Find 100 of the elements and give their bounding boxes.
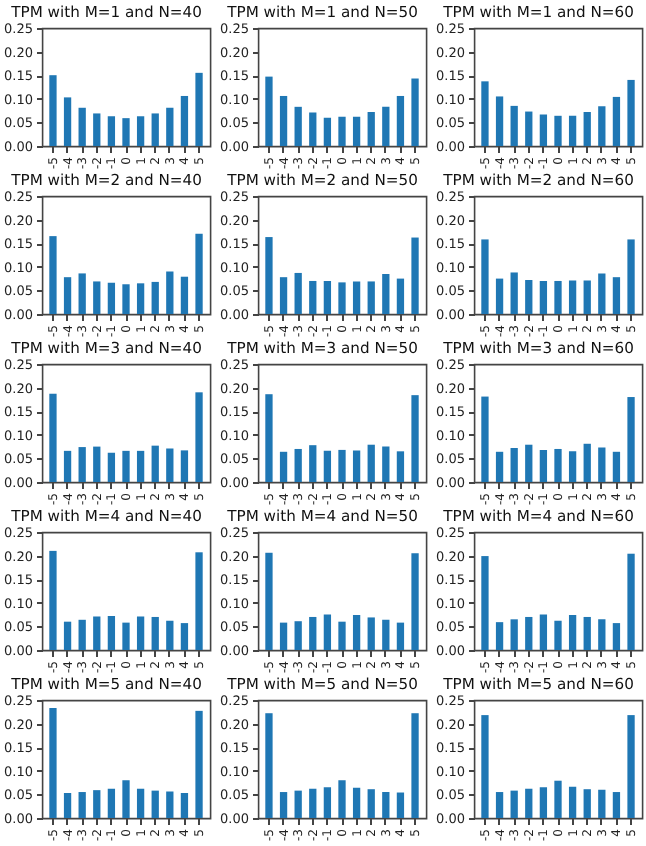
bar: [352, 615, 361, 650]
bar: [396, 278, 405, 314]
bar: [309, 280, 317, 314]
bar: [63, 792, 72, 818]
bar: [627, 397, 635, 482]
bar: [49, 236, 57, 314]
bar: [568, 115, 577, 146]
bar: [151, 616, 159, 650]
bar: [382, 619, 390, 650]
bar: [309, 112, 317, 146]
bar: [338, 621, 346, 650]
bar: [367, 112, 375, 146]
bar: [166, 107, 174, 146]
bar: [598, 106, 606, 146]
bar: [352, 787, 361, 818]
bar: [554, 280, 562, 314]
bar: [136, 788, 145, 818]
bar: [265, 76, 273, 146]
bar: [495, 451, 504, 482]
bar: [627, 239, 635, 314]
bar: [627, 553, 635, 650]
bar: [195, 710, 203, 818]
bar: [166, 791, 174, 818]
bar: [583, 112, 591, 146]
bar: [612, 96, 621, 146]
bar: [411, 78, 419, 146]
bar: [279, 622, 288, 650]
bar: [294, 106, 302, 146]
bar: [195, 552, 203, 650]
bar: [151, 113, 159, 146]
bar: [279, 792, 288, 818]
bar: [583, 443, 591, 482]
bar: [49, 550, 57, 650]
bar: [180, 95, 189, 146]
bar: [166, 448, 174, 482]
bar: [583, 616, 591, 650]
bar: [382, 273, 390, 314]
bar: [309, 616, 317, 650]
bar: [352, 281, 361, 314]
bar: [195, 392, 203, 482]
bar: [510, 105, 518, 146]
bar: [180, 623, 189, 650]
bar: [612, 277, 621, 314]
bar: [525, 616, 533, 650]
bar: [78, 619, 86, 650]
bar: [323, 450, 332, 482]
bar: [107, 282, 116, 314]
bar: [294, 272, 302, 314]
bar: [539, 449, 548, 482]
bar: [136, 283, 145, 314]
bar: [49, 393, 57, 482]
bar: [495, 96, 504, 146]
bar: [63, 450, 72, 482]
bar: [63, 277, 72, 314]
bar: [382, 446, 390, 482]
bar: [294, 790, 302, 818]
bar: [279, 277, 288, 314]
bar: [583, 280, 591, 314]
bar: [122, 622, 130, 650]
bar: [539, 614, 548, 650]
bar: [554, 780, 562, 818]
bar: [612, 451, 621, 482]
bar: [323, 280, 332, 314]
bar: [338, 780, 346, 818]
bar: [107, 452, 116, 482]
bar: [495, 792, 504, 818]
bar: [136, 116, 145, 146]
bar: [382, 792, 390, 818]
bar: [367, 617, 375, 650]
bar: [525, 111, 533, 146]
bar: [367, 281, 375, 314]
bar: [195, 233, 203, 314]
bar: [568, 451, 577, 482]
bar: [481, 556, 489, 650]
bar: [382, 106, 390, 146]
bar: [338, 282, 346, 314]
bar: [525, 444, 533, 482]
bar: [265, 237, 273, 314]
bar: [323, 787, 332, 818]
bar: [411, 553, 419, 650]
bar: [568, 280, 577, 314]
bar: [411, 395, 419, 482]
bar: [49, 75, 57, 146]
bar: [481, 396, 489, 482]
bar: [627, 715, 635, 818]
bar: [554, 620, 562, 650]
bar: [338, 449, 346, 482]
bar: [122, 780, 130, 818]
bar: [525, 280, 533, 314]
bar: [495, 622, 504, 650]
bar: [166, 620, 174, 650]
bar: [554, 448, 562, 482]
bar: [323, 117, 332, 146]
bar: [93, 616, 101, 650]
bar: [294, 448, 302, 482]
bar: [396, 451, 405, 482]
bar: [598, 447, 606, 482]
bar: [49, 708, 57, 818]
bar: [294, 621, 302, 650]
bar: [510, 272, 518, 314]
